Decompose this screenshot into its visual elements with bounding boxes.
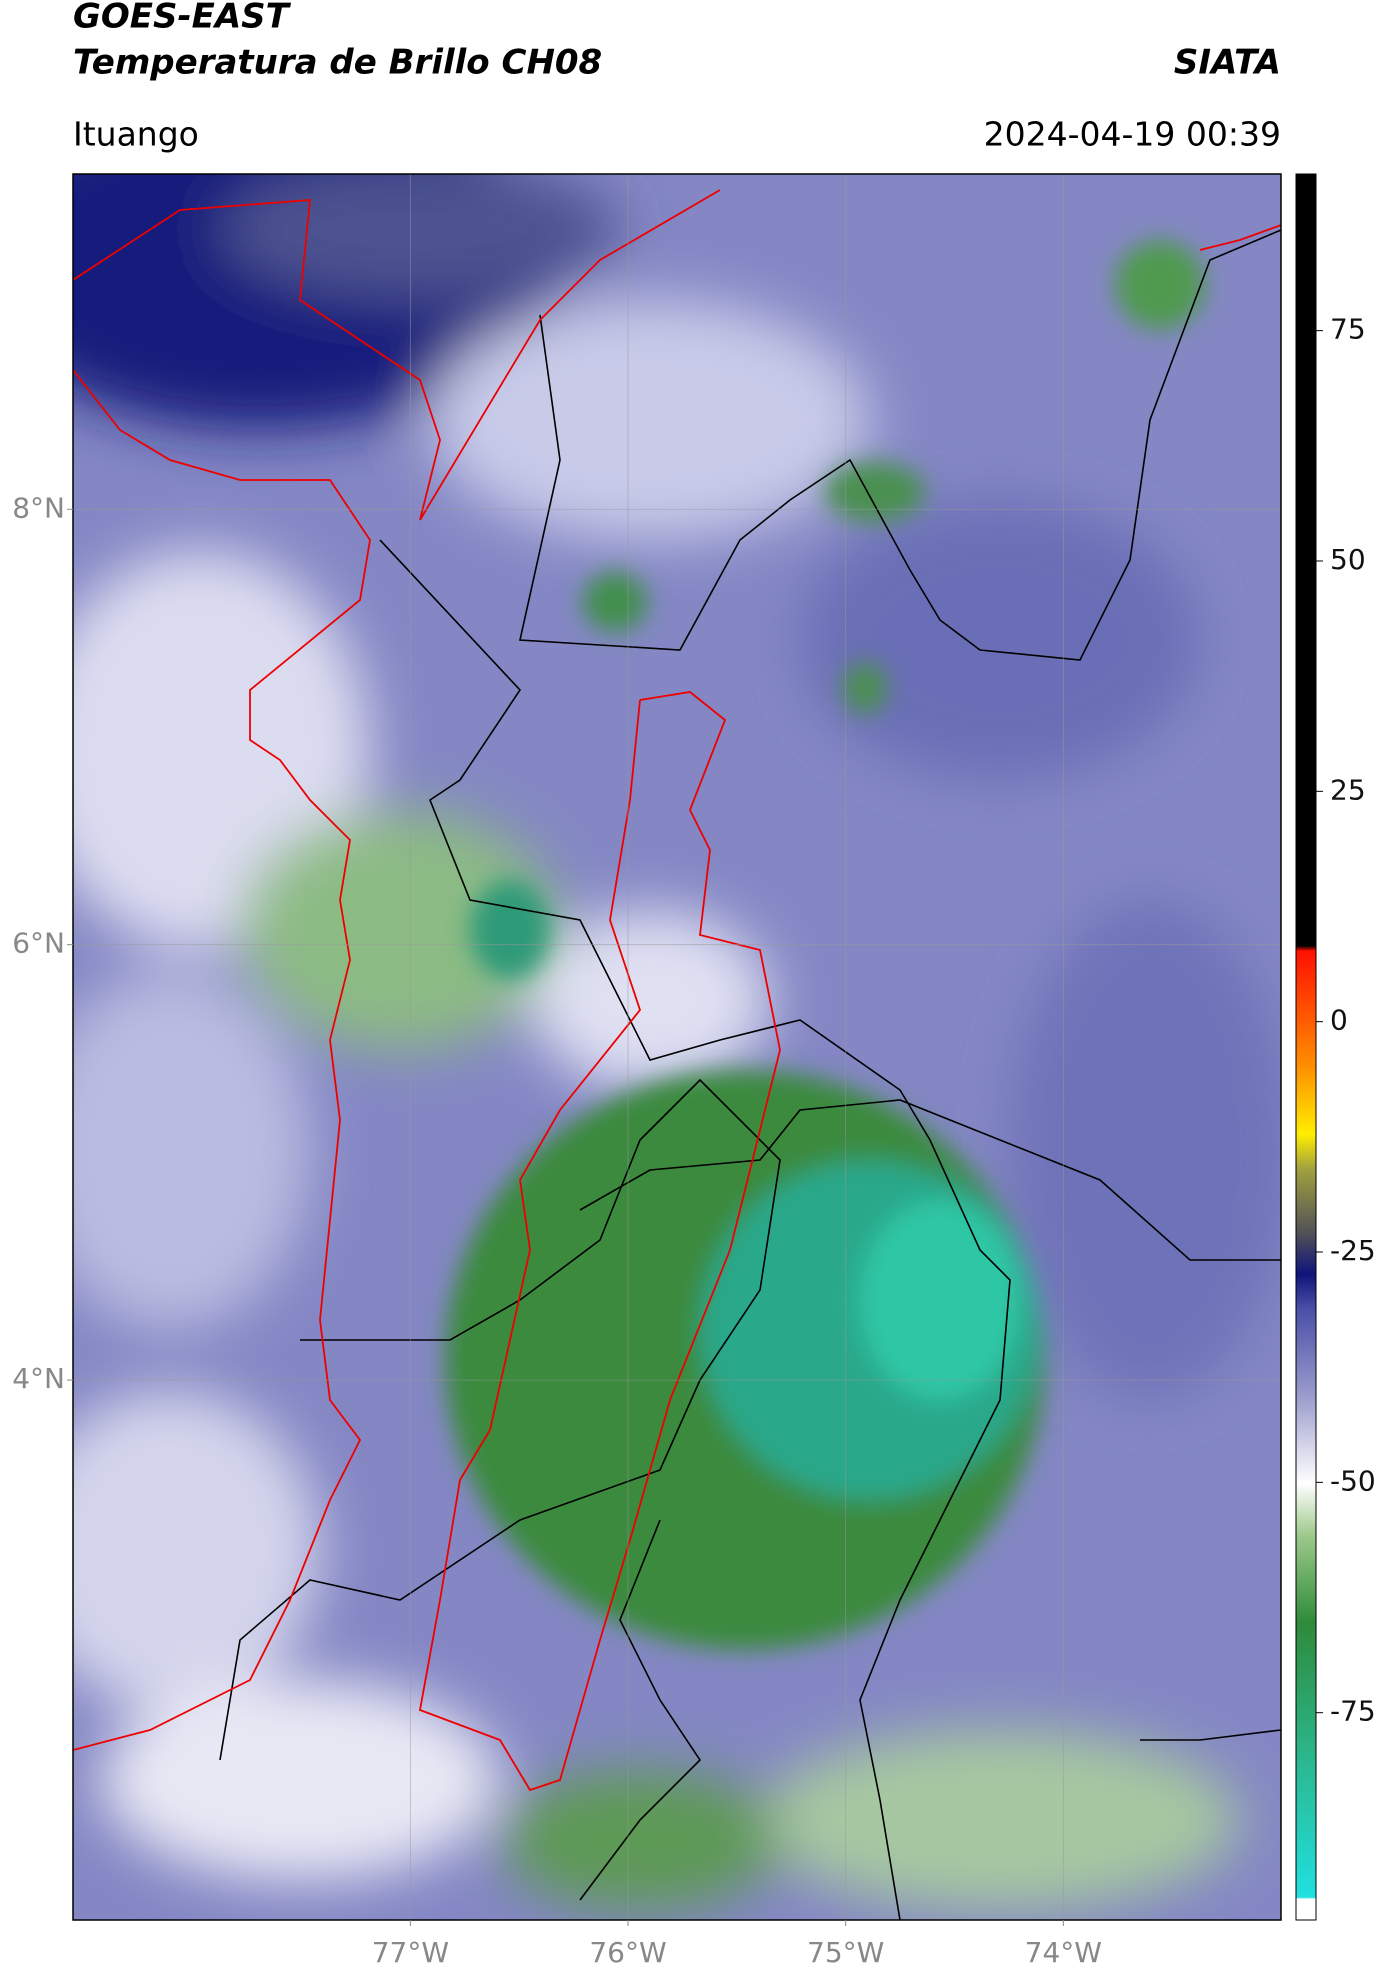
y-tick-label: 4°N [12,1362,65,1395]
grid [73,174,1281,1920]
organization: SIATA [1174,43,1281,83]
map-frame [72,173,1282,1921]
satellite-image [73,174,1281,1920]
region: Ituango [73,115,199,154]
colorbar-tick-label: 75 [1330,313,1366,346]
product: Temperatura de Brillo CH08 [73,43,602,83]
x-tick-label: 77°W [372,1936,449,1969]
colorbar-tick-label: -75 [1330,1695,1376,1728]
satellite: GOES-EAST [73,0,292,37]
colorbar-tick-label: 25 [1330,773,1366,806]
colorbar [1295,173,1317,1921]
y-tick-label: 6°N [12,927,65,960]
x-tick-label: 75°W [807,1936,884,1969]
colorbar-tick-label: -25 [1330,1234,1376,1267]
y-tick-label: 8°N [12,491,65,524]
x-tick-label: 76°W [589,1936,666,1969]
colorbar-tick-label: -50 [1330,1464,1376,1497]
colorbar-tick-label: 0 [1330,1004,1348,1037]
timestamp: 2024-04-19 00:39 [984,115,1281,154]
x-tick-label: 74°W [1025,1936,1102,1969]
colorbar-tick-label: 50 [1330,543,1366,576]
